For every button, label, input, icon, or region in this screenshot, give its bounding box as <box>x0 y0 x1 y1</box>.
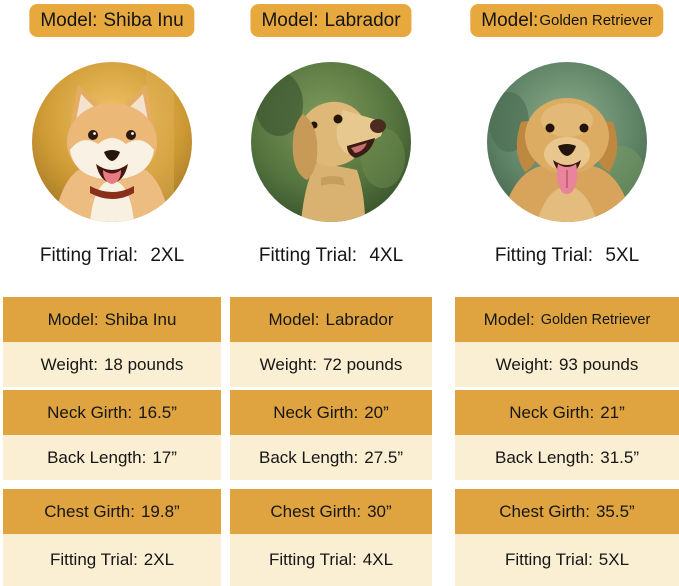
model-badge-label: Model: <box>40 9 98 31</box>
model-badge: Model: Labrador <box>250 4 412 37</box>
table-row-neck-girth: Neck Girth: 21” <box>455 390 679 435</box>
row-label: Chest Girth: <box>270 501 362 521</box>
row-label: Neck Girth: <box>509 402 595 422</box>
row-value: 18 pounds <box>103 354 184 374</box>
row-value: 27.5” <box>364 447 403 467</box>
row-label: Model: <box>268 309 320 329</box>
model-badge: Model: Shiba Inu <box>29 4 195 37</box>
row-label: Chest Girth: <box>499 501 590 521</box>
fitting-trial-caption-label: Fitting Trial: <box>39 245 139 266</box>
row-value: 31.5” <box>600 447 639 467</box>
model-badge-label: Model: <box>481 9 539 31</box>
model-badge-label: Model: <box>261 9 319 31</box>
labrador-illustration <box>251 62 411 222</box>
table-row-weight: Weight: 72 pounds <box>230 342 432 387</box>
fitting-trial-caption-value: 2XL <box>150 245 185 266</box>
row-value: Golden Retriever <box>540 311 651 328</box>
golden-retriever-photo <box>487 62 647 222</box>
row-value: 72 pounds <box>322 354 403 374</box>
row-label: Neck Girth: <box>47 402 133 422</box>
fitting-trial-caption-label: Fitting Trial: <box>494 245 594 266</box>
table-row-back-length: Back Length: 17” <box>3 435 221 480</box>
row-value: 5XL <box>598 550 630 569</box>
spec-table-shiba-inu: Model: Shiba Inu Weight: 18 pounds Neck … <box>3 297 221 586</box>
row-value: 4XL <box>362 550 394 569</box>
table-row-model: Model: Labrador <box>230 297 432 342</box>
row-value: 16.5” <box>138 402 177 422</box>
row-label: Back Length: <box>495 447 595 467</box>
model-badge-name: Labrador <box>324 9 401 31</box>
row-value: 17” <box>152 447 177 467</box>
table-row-neck-girth: Neck Girth: 20” <box>230 390 432 435</box>
row-value: 35.5” <box>595 501 635 521</box>
fitting-trial-caption: Fitting Trial: 5XL <box>455 245 679 267</box>
table-row-model: Model: Shiba Inu <box>3 297 221 342</box>
row-label: Weight: <box>40 354 98 374</box>
spec-table-labrador: Model: Labrador Weight: 72 pounds Neck G… <box>230 297 432 586</box>
shiba-inu-illustration <box>32 62 192 222</box>
fitting-trial-caption: Fitting Trial: 4XL <box>230 245 432 267</box>
row-label: Chest Girth: <box>44 501 135 521</box>
row-label: Neck Girth: <box>273 402 359 422</box>
spec-table-golden-retriever: Model: Golden Retriever Weight: 93 pound… <box>455 297 679 586</box>
table-row-back-length: Back Length: 27.5” <box>230 435 432 480</box>
row-label: Weight: <box>495 354 553 374</box>
model-badge-name: Shiba Inu <box>103 9 184 31</box>
row-value: 2XL <box>143 550 175 569</box>
fitting-trial-caption-value: 5XL <box>605 245 640 266</box>
table-row-chest-girth: Chest Girth: 19.8” <box>3 489 221 534</box>
table-row-weight: Weight: 93 pounds <box>455 342 679 387</box>
table-row-back-length: Back Length: 31.5” <box>455 435 679 480</box>
fitting-trial-caption: Fitting Trial: 2XL <box>3 245 221 267</box>
row-value: 21” <box>600 402 625 422</box>
table-row-fitting-trial: Fitting Trial: 4XL <box>230 534 432 586</box>
column-shiba-inu: Model: Shiba Inu <box>3 0 221 586</box>
row-value: 20” <box>364 402 389 422</box>
table-row-fitting-trial: Fitting Trial: 5XL <box>455 534 679 586</box>
column-labrador: Model: Labrador <box>230 0 432 586</box>
shiba-inu-photo <box>32 62 192 222</box>
row-label: Model: <box>483 309 535 329</box>
fitting-trial-caption-label: Fitting Trial: <box>258 245 358 266</box>
row-value: Labrador <box>325 309 394 329</box>
row-label: Model: <box>47 309 99 329</box>
table-row-chest-girth: Chest Girth: 35.5” <box>455 489 679 534</box>
row-label: Fitting Trial: <box>49 550 138 569</box>
golden-retriever-illustration <box>487 62 647 222</box>
row-label: Fitting Trial: <box>504 550 593 569</box>
table-row-fitting-trial: Fitting Trial: 2XL <box>3 534 221 586</box>
fitting-trial-caption-value: 4XL <box>369 245 404 266</box>
row-label: Back Length: <box>259 447 359 467</box>
table-row-chest-girth: Chest Girth: 30” <box>230 489 432 534</box>
model-badge-name: Golden Retriever <box>539 12 653 29</box>
table-row-neck-girth: Neck Girth: 16.5” <box>3 390 221 435</box>
row-label: Weight: <box>259 354 317 374</box>
table-row-weight: Weight: 18 pounds <box>3 342 221 387</box>
model-badge: Model: Golden Retriever <box>470 4 664 37</box>
row-label: Fitting Trial: <box>268 550 357 569</box>
row-value: Shiba Inu <box>104 309 177 329</box>
row-value: 19.8” <box>140 501 180 521</box>
labrador-photo <box>251 62 411 222</box>
row-value: 93 pounds <box>558 354 639 374</box>
row-value: 30” <box>367 501 392 521</box>
column-golden-retriever: Model: Golden Retriever <box>455 0 679 586</box>
table-row-model: Model: Golden Retriever <box>455 297 679 342</box>
row-label: Back Length: <box>47 447 147 467</box>
